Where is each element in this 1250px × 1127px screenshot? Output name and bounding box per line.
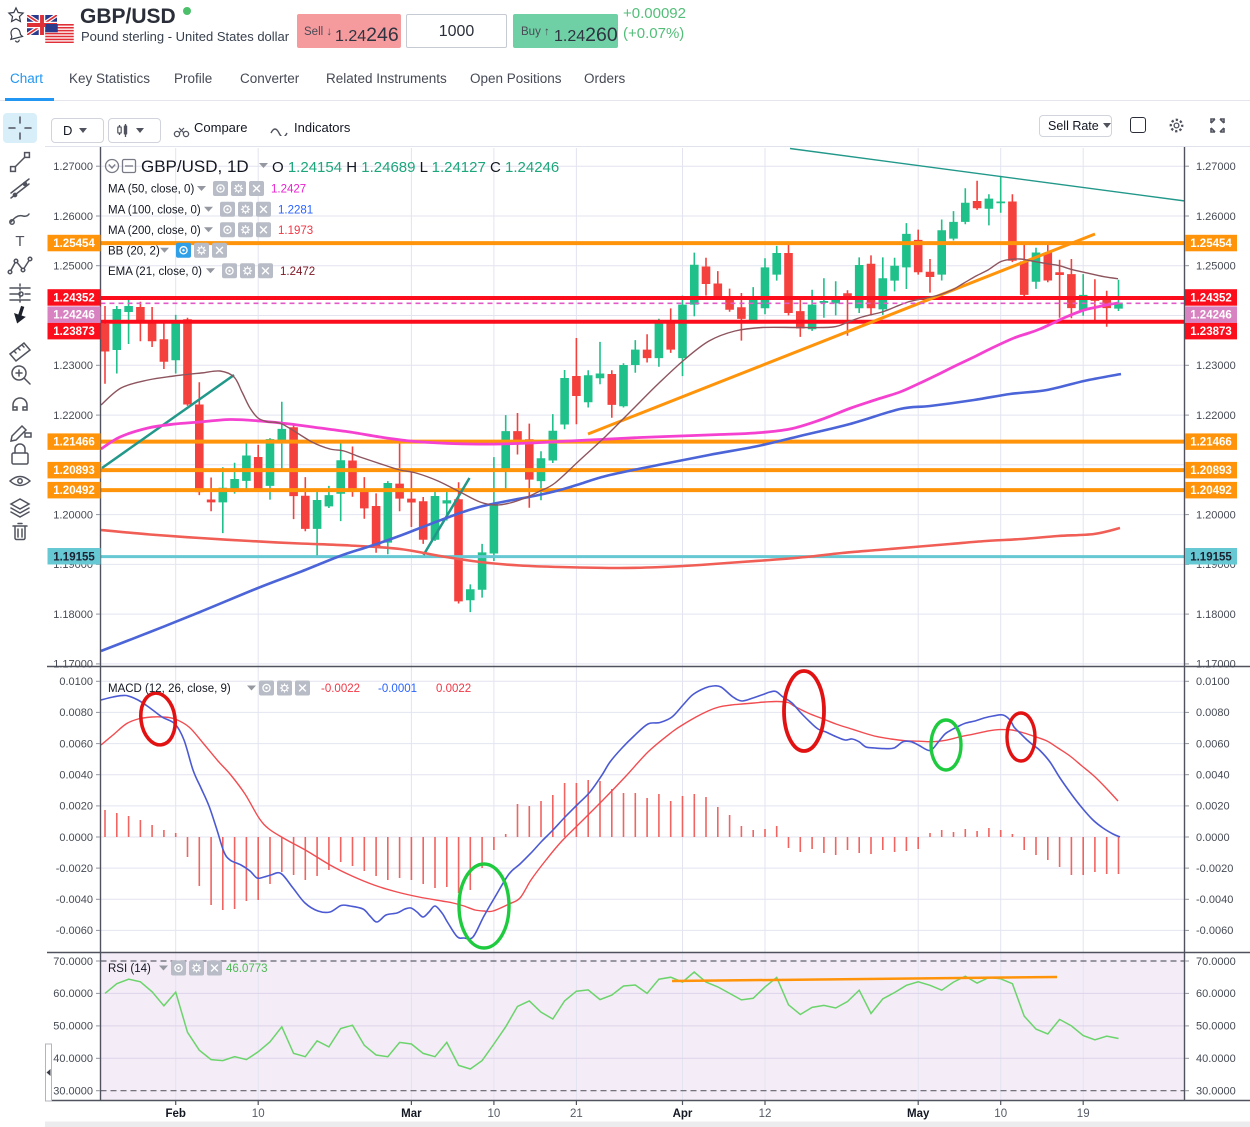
svg-text:-0.0022: -0.0022	[321, 683, 360, 695]
svg-text:-0.0020: -0.0020	[1196, 863, 1233, 875]
svg-text:19: 19	[1077, 1108, 1090, 1120]
svg-text:1.25454: 1.25454	[1190, 238, 1232, 250]
svg-text:1.2427: 1.2427	[271, 184, 306, 196]
svg-text:1.21466: 1.21466	[1190, 437, 1232, 449]
svg-text:GBP/USD, 1D: GBP/USD, 1D	[141, 157, 249, 176]
svg-text:40.0000: 40.0000	[1196, 1053, 1236, 1065]
svg-text:Mar: Mar	[401, 1108, 422, 1120]
svg-text:1.24352: 1.24352	[53, 293, 95, 305]
svg-text:1.26000: 1.26000	[1196, 211, 1236, 223]
svg-text:0.0080: 0.0080	[1196, 707, 1230, 719]
svg-text:-0.0040: -0.0040	[1196, 894, 1233, 906]
svg-text:1.22000: 1.22000	[1196, 410, 1236, 422]
svg-text:T: T	[15, 233, 24, 250]
svg-text:O 1.24154 H 1.24689 L 1.2412: O 1.24154 H 1.24689 L 1.24127 C 1.24246	[272, 159, 559, 176]
svg-text:10: 10	[994, 1108, 1007, 1120]
svg-text:1.24352: 1.24352	[1190, 293, 1232, 305]
svg-text:1.23000: 1.23000	[1196, 360, 1236, 372]
svg-text:0.0060: 0.0060	[59, 738, 93, 750]
svg-text:30.0000: 30.0000	[53, 1086, 93, 1098]
svg-text:40.0000: 40.0000	[53, 1053, 93, 1065]
svg-text:1.21466: 1.21466	[53, 437, 95, 449]
svg-text:70.0000: 70.0000	[53, 956, 93, 968]
svg-text:0.0100: 0.0100	[1196, 676, 1230, 688]
svg-text:MA (200, close, 0): MA (200, close, 0)	[108, 225, 201, 237]
svg-text:50.0000: 50.0000	[1196, 1021, 1236, 1033]
svg-text:-0.0001: -0.0001	[378, 683, 417, 695]
svg-text:30.0000: 30.0000	[1196, 1086, 1236, 1098]
svg-text:50.0000: 50.0000	[53, 1021, 93, 1033]
svg-text:0.0020: 0.0020	[59, 801, 93, 813]
svg-text:Apr: Apr	[673, 1108, 693, 1120]
svg-text:0.0040: 0.0040	[1196, 770, 1230, 782]
svg-text:1.23873: 1.23873	[1190, 326, 1232, 338]
svg-text:Feb: Feb	[165, 1108, 185, 1120]
svg-text:1.2472: 1.2472	[280, 266, 315, 278]
svg-text:1.20893: 1.20893	[53, 465, 95, 477]
svg-text:-0.0060: -0.0060	[56, 925, 93, 937]
svg-text:10: 10	[252, 1108, 265, 1120]
svg-text:EMA (21, close, 0): EMA (21, close, 0)	[108, 266, 202, 278]
svg-text:1.25000: 1.25000	[1196, 261, 1236, 273]
svg-text:0.0000: 0.0000	[59, 832, 93, 844]
svg-text:1.20000: 1.20000	[53, 509, 93, 521]
svg-text:0.0100: 0.0100	[59, 676, 93, 688]
svg-text:1.24246: 1.24246	[53, 310, 95, 322]
svg-text:1.23000: 1.23000	[53, 360, 93, 372]
svg-text:MA (50, close, 0): MA (50, close, 0)	[108, 184, 194, 196]
svg-text:MACD (12, 26, close, 9): MACD (12, 26, close, 9)	[108, 683, 231, 695]
svg-text:1.17000: 1.17000	[53, 659, 93, 671]
svg-text:-0.0040: -0.0040	[56, 894, 93, 906]
svg-text:0.0060: 0.0060	[1196, 738, 1230, 750]
svg-text:12: 12	[759, 1108, 772, 1120]
svg-text:RSI (14): RSI (14)	[108, 963, 151, 975]
svg-text:1.1973: 1.1973	[278, 225, 313, 237]
svg-text:1.26000: 1.26000	[53, 211, 93, 223]
svg-text:1.2281: 1.2281	[278, 204, 313, 216]
svg-text:70.0000: 70.0000	[1196, 956, 1236, 968]
svg-text:1.20492: 1.20492	[1190, 485, 1232, 497]
svg-text:1.18000: 1.18000	[53, 609, 93, 621]
svg-text:1.22000: 1.22000	[53, 410, 93, 422]
svg-text:1.19155: 1.19155	[53, 551, 95, 563]
svg-text:60.0000: 60.0000	[53, 988, 93, 1000]
svg-text:1.17000: 1.17000	[1196, 659, 1236, 671]
svg-text:1.25454: 1.25454	[53, 238, 95, 250]
svg-text:21: 21	[570, 1108, 583, 1120]
svg-text:May: May	[907, 1108, 930, 1120]
svg-text:0.0020: 0.0020	[1196, 801, 1230, 813]
svg-text:1.24246: 1.24246	[1190, 310, 1232, 322]
svg-text:1.27000: 1.27000	[1196, 161, 1236, 173]
svg-text:1.20492: 1.20492	[53, 485, 95, 497]
svg-text:1.19155: 1.19155	[1190, 551, 1232, 563]
svg-text:60.0000: 60.0000	[1196, 988, 1236, 1000]
svg-text:0.0022: 0.0022	[436, 683, 471, 695]
svg-text:1.18000: 1.18000	[1196, 609, 1236, 621]
svg-text:0.0040: 0.0040	[59, 770, 93, 782]
svg-text:10: 10	[488, 1108, 501, 1120]
svg-text:0.0000: 0.0000	[1196, 832, 1230, 844]
svg-text:1.23873: 1.23873	[53, 326, 95, 338]
svg-text:0.0080: 0.0080	[59, 707, 93, 719]
svg-text:-0.0060: -0.0060	[1196, 925, 1233, 937]
svg-text:46.0773: 46.0773	[226, 963, 268, 975]
svg-text:1.20893: 1.20893	[1190, 465, 1232, 477]
svg-text:1.25000: 1.25000	[53, 261, 93, 273]
svg-text:-0.0020: -0.0020	[56, 863, 93, 875]
svg-text:BB (20, 2): BB (20, 2)	[108, 245, 160, 257]
svg-text:1.27000: 1.27000	[53, 161, 93, 173]
svg-text:1.20000: 1.20000	[1196, 509, 1236, 521]
svg-text:MA (100, close, 0): MA (100, close, 0)	[108, 204, 201, 216]
